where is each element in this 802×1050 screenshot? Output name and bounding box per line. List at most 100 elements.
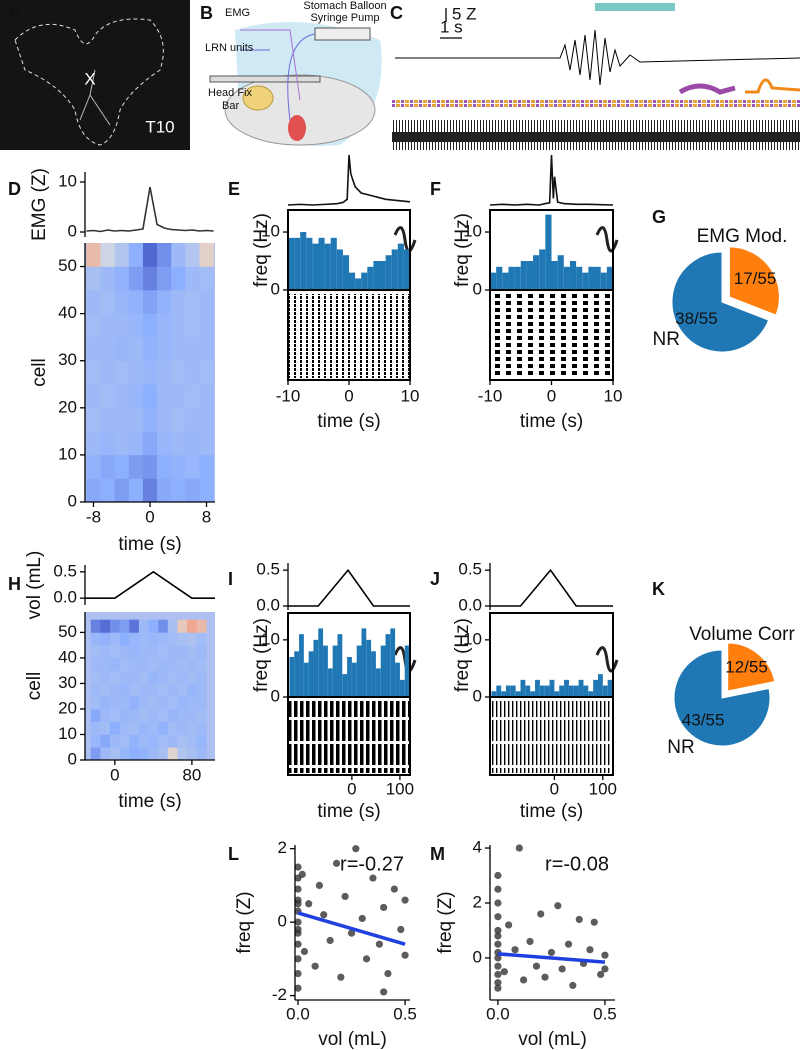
- fit-line: [497, 952, 606, 964]
- diagram-label: Syringe Pump: [310, 12, 379, 24]
- y-tick-label: 0.5: [53, 561, 77, 580]
- bar: [313, 639, 319, 697]
- heatmap-cell: [86, 478, 101, 503]
- slice-label: NR: [667, 737, 694, 758]
- pie-slice: [728, 246, 780, 316]
- point: [515, 844, 523, 852]
- bar: [385, 255, 392, 290]
- bar: [588, 266, 595, 290]
- y-axis-label: freq (Hz): [251, 618, 272, 692]
- heatmap-cell: [167, 747, 178, 761]
- y-tick-label: 4: [473, 838, 482, 857]
- y-tick-label: 30: [58, 673, 77, 692]
- y-tick-label: 10: [58, 724, 77, 743]
- diagram-label: Head Fix: [208, 87, 253, 99]
- point: [300, 947, 309, 956]
- x-tick-label: -8: [86, 507, 101, 526]
- panel-label: F: [430, 179, 441, 199]
- heatmap-cell: [167, 645, 178, 659]
- panel-c-traces: 5 Z 1 s: [392, 3, 801, 150]
- heatmap-cell: [90, 747, 101, 761]
- x-tick-label: 0.0: [486, 1004, 510, 1023]
- point: [397, 925, 405, 934]
- heatmap-cell: [167, 708, 178, 723]
- heatmap-cell: [86, 266, 101, 291]
- y-tick-label: 10: [463, 222, 482, 241]
- heatmap-cell: [90, 632, 101, 646]
- point: [564, 940, 573, 948]
- bar: [496, 266, 503, 290]
- y-tick-label: 2: [278, 838, 287, 857]
- point: [494, 871, 502, 880]
- heatmap-cell: [158, 747, 169, 761]
- heatmap-cell: [119, 619, 130, 633]
- heatmap-cell: [129, 708, 140, 723]
- heatmap-cell: [129, 632, 140, 646]
- heatmap-cell: [148, 747, 159, 761]
- panel-label: I: [228, 569, 233, 589]
- bar: [342, 674, 348, 697]
- point: [601, 965, 609, 973]
- heatmap-cell: [187, 645, 198, 659]
- heatmap-cell: [114, 243, 130, 267]
- point: [380, 988, 388, 996]
- bar: [508, 266, 515, 290]
- y-tick-label: 20: [58, 698, 77, 717]
- heatmap-cell: [110, 645, 120, 659]
- panel-a-image: X T10: [0, 0, 190, 150]
- heatmap-cell: [171, 290, 186, 314]
- panel-label: K: [652, 579, 665, 599]
- heatmap-cell: [199, 290, 214, 314]
- heatmap-cell: [196, 721, 207, 735]
- heatmap-cell: [100, 619, 111, 633]
- data-line: [287, 154, 411, 206]
- heatmap-cell: [171, 360, 186, 385]
- x-tick-label: 10: [604, 386, 623, 405]
- y-tick-label: 10: [463, 629, 482, 648]
- point: [494, 940, 502, 948]
- heatmap-cell: [110, 696, 120, 710]
- heatmap-cell: [157, 290, 172, 314]
- bar: [539, 685, 545, 697]
- heatmap-cell: [138, 645, 149, 659]
- heatmap-cell: [100, 360, 115, 385]
- point: [294, 885, 302, 893]
- bar: [379, 261, 386, 290]
- y-tick-label: 0: [473, 279, 482, 298]
- heatmap-cell: [177, 683, 188, 697]
- heatmap-cell: [148, 632, 159, 646]
- heatmap-cell: [90, 708, 101, 723]
- x-axis-label: time (s): [520, 411, 583, 432]
- heatmap-cell: [138, 683, 149, 697]
- heatmap-cell: [157, 384, 172, 409]
- heatmap-cell: [148, 670, 159, 684]
- x-axis-label: time (s): [118, 534, 181, 555]
- heatmap-cell: [100, 696, 111, 710]
- y-axis-label: freq (Hz): [452, 213, 473, 287]
- heatmap-cell: [100, 337, 115, 362]
- heatmap-cell: [142, 407, 158, 432]
- x-axis-label: time (s): [317, 801, 380, 822]
- heatmap-cell: [177, 708, 188, 723]
- y-axis-label: cell: [29, 358, 50, 387]
- scale-label: 1 s: [440, 17, 463, 36]
- heatmap-cell: [148, 645, 159, 659]
- y-axis-label: freq (Z): [234, 891, 255, 953]
- heatmap-cell: [157, 407, 172, 432]
- heatmap-cell: [119, 632, 130, 646]
- bar: [361, 272, 368, 290]
- bar: [533, 255, 540, 290]
- heatmap-cell: [114, 407, 130, 432]
- bar: [336, 249, 343, 290]
- heatmap-cell: [114, 478, 130, 503]
- heatmap-cell: [171, 478, 186, 503]
- heatmap-cell: [138, 619, 149, 633]
- heatmap-cell: [187, 670, 198, 684]
- annotation: r=-0.08: [545, 853, 609, 875]
- heatmap-cell: [128, 360, 144, 385]
- pie-slice: [727, 642, 776, 692]
- point: [305, 900, 313, 908]
- heatmap-cell: [128, 407, 144, 432]
- bar: [491, 691, 497, 697]
- point: [494, 970, 502, 979]
